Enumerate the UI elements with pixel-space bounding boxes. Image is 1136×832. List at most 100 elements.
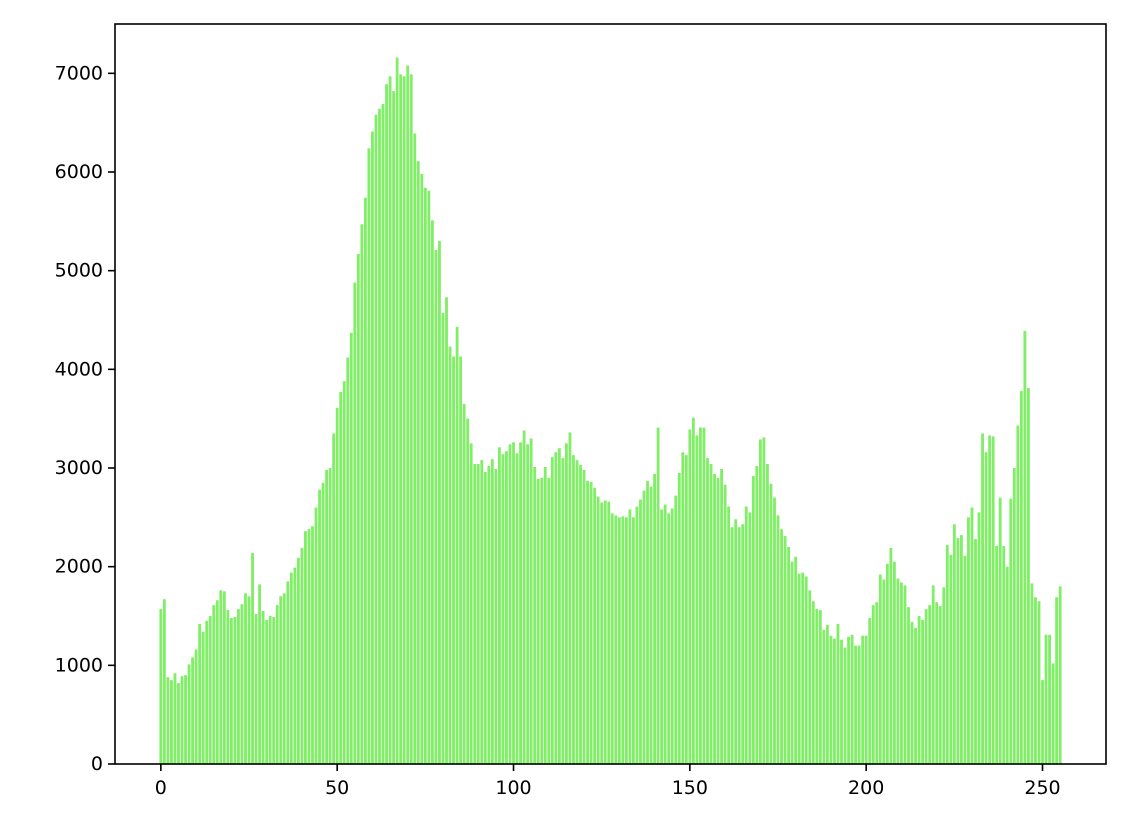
bar [547, 477, 551, 764]
bar [723, 484, 727, 764]
bar [427, 190, 431, 764]
bar [229, 617, 233, 764]
bar [677, 472, 681, 764]
bar [766, 464, 769, 764]
bar [360, 224, 364, 764]
bar [825, 624, 829, 764]
y-tick-label: 5000 [55, 260, 103, 282]
bar [963, 555, 967, 764]
bar-group [159, 57, 1062, 765]
bar [959, 535, 963, 764]
bar [219, 590, 223, 764]
bar [981, 433, 984, 764]
y-axis-ticks: 0 1000 2000 3000 4000 5000 6000 7000 [55, 62, 115, 775]
bar [974, 539, 977, 764]
bar [191, 657, 194, 764]
bar [1005, 566, 1009, 764]
bar [695, 435, 699, 764]
bar [226, 610, 230, 764]
bar [363, 197, 367, 765]
bar [1051, 663, 1055, 764]
bar [688, 429, 692, 764]
x-tick-label: 250 [1024, 777, 1060, 799]
bar [596, 496, 600, 764]
bar [448, 346, 452, 764]
bar [173, 673, 177, 764]
bar [307, 529, 311, 764]
bar [469, 443, 473, 764]
bar [342, 381, 346, 764]
bar [208, 616, 212, 764]
bar [649, 486, 653, 764]
bar [237, 609, 240, 764]
bar [970, 507, 974, 764]
bar [840, 639, 843, 764]
bar [508, 444, 512, 764]
bar [187, 664, 191, 764]
bar [815, 609, 819, 764]
bar [177, 683, 180, 764]
bar [998, 497, 1002, 764]
bar [991, 436, 995, 764]
bar [497, 447, 501, 764]
bar [804, 576, 808, 764]
bar [716, 477, 720, 764]
bar [526, 444, 530, 764]
bar [952, 524, 956, 764]
bar [921, 619, 925, 764]
bar [1055, 597, 1059, 764]
bar [476, 464, 480, 764]
bar [628, 509, 632, 764]
bar [1058, 586, 1062, 764]
bar [808, 590, 812, 764]
bar [624, 517, 628, 764]
bar [1019, 391, 1023, 764]
bar [741, 524, 745, 764]
bar [466, 418, 470, 764]
bar [1023, 330, 1027, 764]
y-tick-label: 0 [91, 753, 103, 775]
bar [1037, 601, 1041, 764]
plot-frame [114, 23, 1107, 765]
bar [843, 647, 847, 764]
bar [240, 604, 244, 764]
bar [550, 457, 554, 764]
bar [854, 645, 858, 764]
bar [441, 313, 445, 764]
bar [272, 616, 276, 764]
bar [568, 432, 572, 764]
bar [635, 506, 639, 764]
bar [258, 584, 262, 764]
bar [244, 593, 247, 764]
bar [222, 591, 226, 764]
bar [318, 489, 321, 764]
bar [720, 468, 724, 764]
bar [212, 605, 216, 764]
bar [325, 469, 329, 764]
bar [251, 552, 254, 764]
bar [600, 502, 604, 764]
bar [850, 634, 854, 764]
bar [166, 677, 170, 764]
bar [392, 91, 396, 765]
bar [945, 544, 949, 764]
bar [730, 527, 734, 764]
bar [201, 631, 205, 764]
bar [892, 561, 896, 764]
bar [737, 527, 741, 764]
bar [1041, 680, 1044, 764]
bar [614, 515, 618, 764]
y-tick-label: 3000 [55, 457, 103, 479]
bar [194, 649, 198, 764]
bar [275, 605, 279, 764]
bar [406, 65, 410, 764]
bar [180, 676, 184, 764]
bar [1048, 634, 1051, 764]
bar [402, 76, 406, 764]
bar [956, 538, 960, 764]
bar [311, 526, 314, 764]
x-tick-label: 200 [848, 777, 884, 799]
bar [794, 556, 798, 764]
bar [582, 469, 586, 764]
bar [875, 602, 879, 764]
